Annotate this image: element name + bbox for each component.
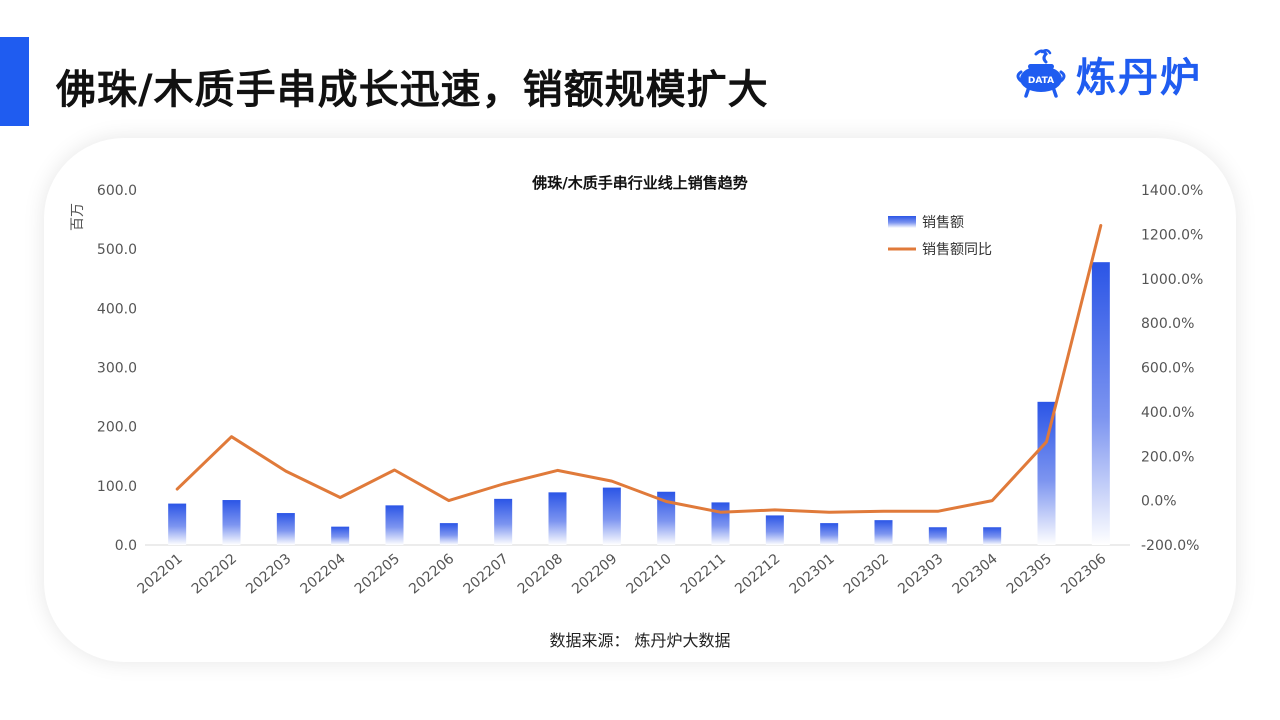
y-tick-label-right: 400.0% — [1141, 405, 1194, 421]
x-tick-label: 202211 — [678, 551, 729, 598]
x-tick-label: 202207 — [461, 551, 512, 598]
logo: DATA 炼丹炉 — [1012, 46, 1202, 102]
bar-sales — [222, 500, 241, 545]
y-tick-label-left: 200.0 — [97, 420, 137, 436]
data-source: 数据来源： 炼丹炉大数据 — [549, 631, 730, 650]
y-axis-label: 百万 — [70, 203, 86, 231]
bar-sales — [168, 503, 187, 545]
x-tick-label: 202203 — [243, 551, 294, 598]
bar-sales — [711, 502, 730, 545]
bar-sales — [657, 491, 676, 545]
x-tick-label: 202210 — [624, 551, 675, 598]
y-tick-label-right: 1400.0% — [1141, 183, 1203, 199]
y-tick-label-right: 800.0% — [1141, 316, 1194, 332]
y-tick-label-left: 600.0 — [97, 183, 137, 199]
x-tick-label: 202304 — [950, 551, 1001, 598]
chart-title: 佛珠/木质手串行业线上销售趋势 — [531, 174, 747, 192]
bar-sales — [820, 523, 839, 545]
y-tick-label-right: 0.0% — [1141, 494, 1177, 510]
title-accent-bar — [0, 37, 29, 126]
y-tick-label-right: 1200.0% — [1141, 227, 1203, 243]
logo-text: 炼丹炉 — [1076, 55, 1202, 101]
bar-sales — [602, 487, 621, 545]
page-title: 佛珠/木质手串成长迅速，销额规模扩大 — [56, 67, 769, 113]
y-tick-label-left: 400.0 — [97, 301, 137, 317]
x-tick-label: 202205 — [352, 551, 403, 598]
bar-sales — [548, 492, 567, 545]
bar-sales — [983, 527, 1002, 545]
x-tick-label: 202209 — [569, 551, 620, 598]
y-tick-label-right: 600.0% — [1141, 361, 1194, 377]
x-tick-label: 202303 — [895, 551, 946, 598]
x-tick-label: 202204 — [298, 551, 349, 598]
svg-text:DATA: DATA — [1028, 76, 1054, 86]
x-tick-label: 202208 — [515, 551, 566, 598]
legend-bar-swatch — [888, 216, 916, 228]
bar-sales — [1037, 401, 1056, 545]
y-tick-label-left: 0.0 — [115, 538, 137, 554]
y-tick-label-right: -200.0% — [1141, 538, 1199, 554]
y-tick-label-left: 500.0 — [97, 242, 137, 258]
bar-sales — [331, 526, 350, 545]
bar-sales — [439, 523, 458, 545]
x-tick-label: 202206 — [406, 551, 457, 598]
bar-sales — [765, 515, 784, 545]
bar-sales — [1091, 262, 1110, 545]
bar-sales — [928, 527, 947, 545]
bar-sales — [874, 520, 893, 545]
x-tick-label: 202305 — [1004, 551, 1055, 598]
cauldron-logo-icon: DATA — [1016, 49, 1066, 98]
bar-sales — [494, 498, 513, 545]
chart-card — [44, 138, 1236, 662]
legend-label-sales: 销售额 — [922, 215, 964, 231]
x-tick-label: 202301 — [787, 551, 838, 598]
y-tick-label-right: 1000.0% — [1141, 272, 1203, 288]
x-tick-label: 202302 — [841, 551, 892, 598]
bar-sales — [276, 513, 295, 545]
legend-label-yoy: 销售额同比 — [922, 242, 992, 258]
bar-sales — [385, 505, 404, 545]
y-tick-label-left: 100.0 — [97, 479, 137, 495]
y-tick-label-left: 300.0 — [97, 361, 137, 377]
x-tick-label: 202202 — [189, 551, 240, 598]
x-tick-label: 202212 — [732, 551, 783, 598]
x-tick-label: 202306 — [1058, 551, 1109, 598]
y-tick-label-right: 200.0% — [1141, 449, 1194, 465]
legend: 销售额 销售额同比 — [888, 215, 992, 258]
yoy-line-series — [175, 224, 1103, 514]
x-tick-label: 202201 — [135, 551, 186, 598]
